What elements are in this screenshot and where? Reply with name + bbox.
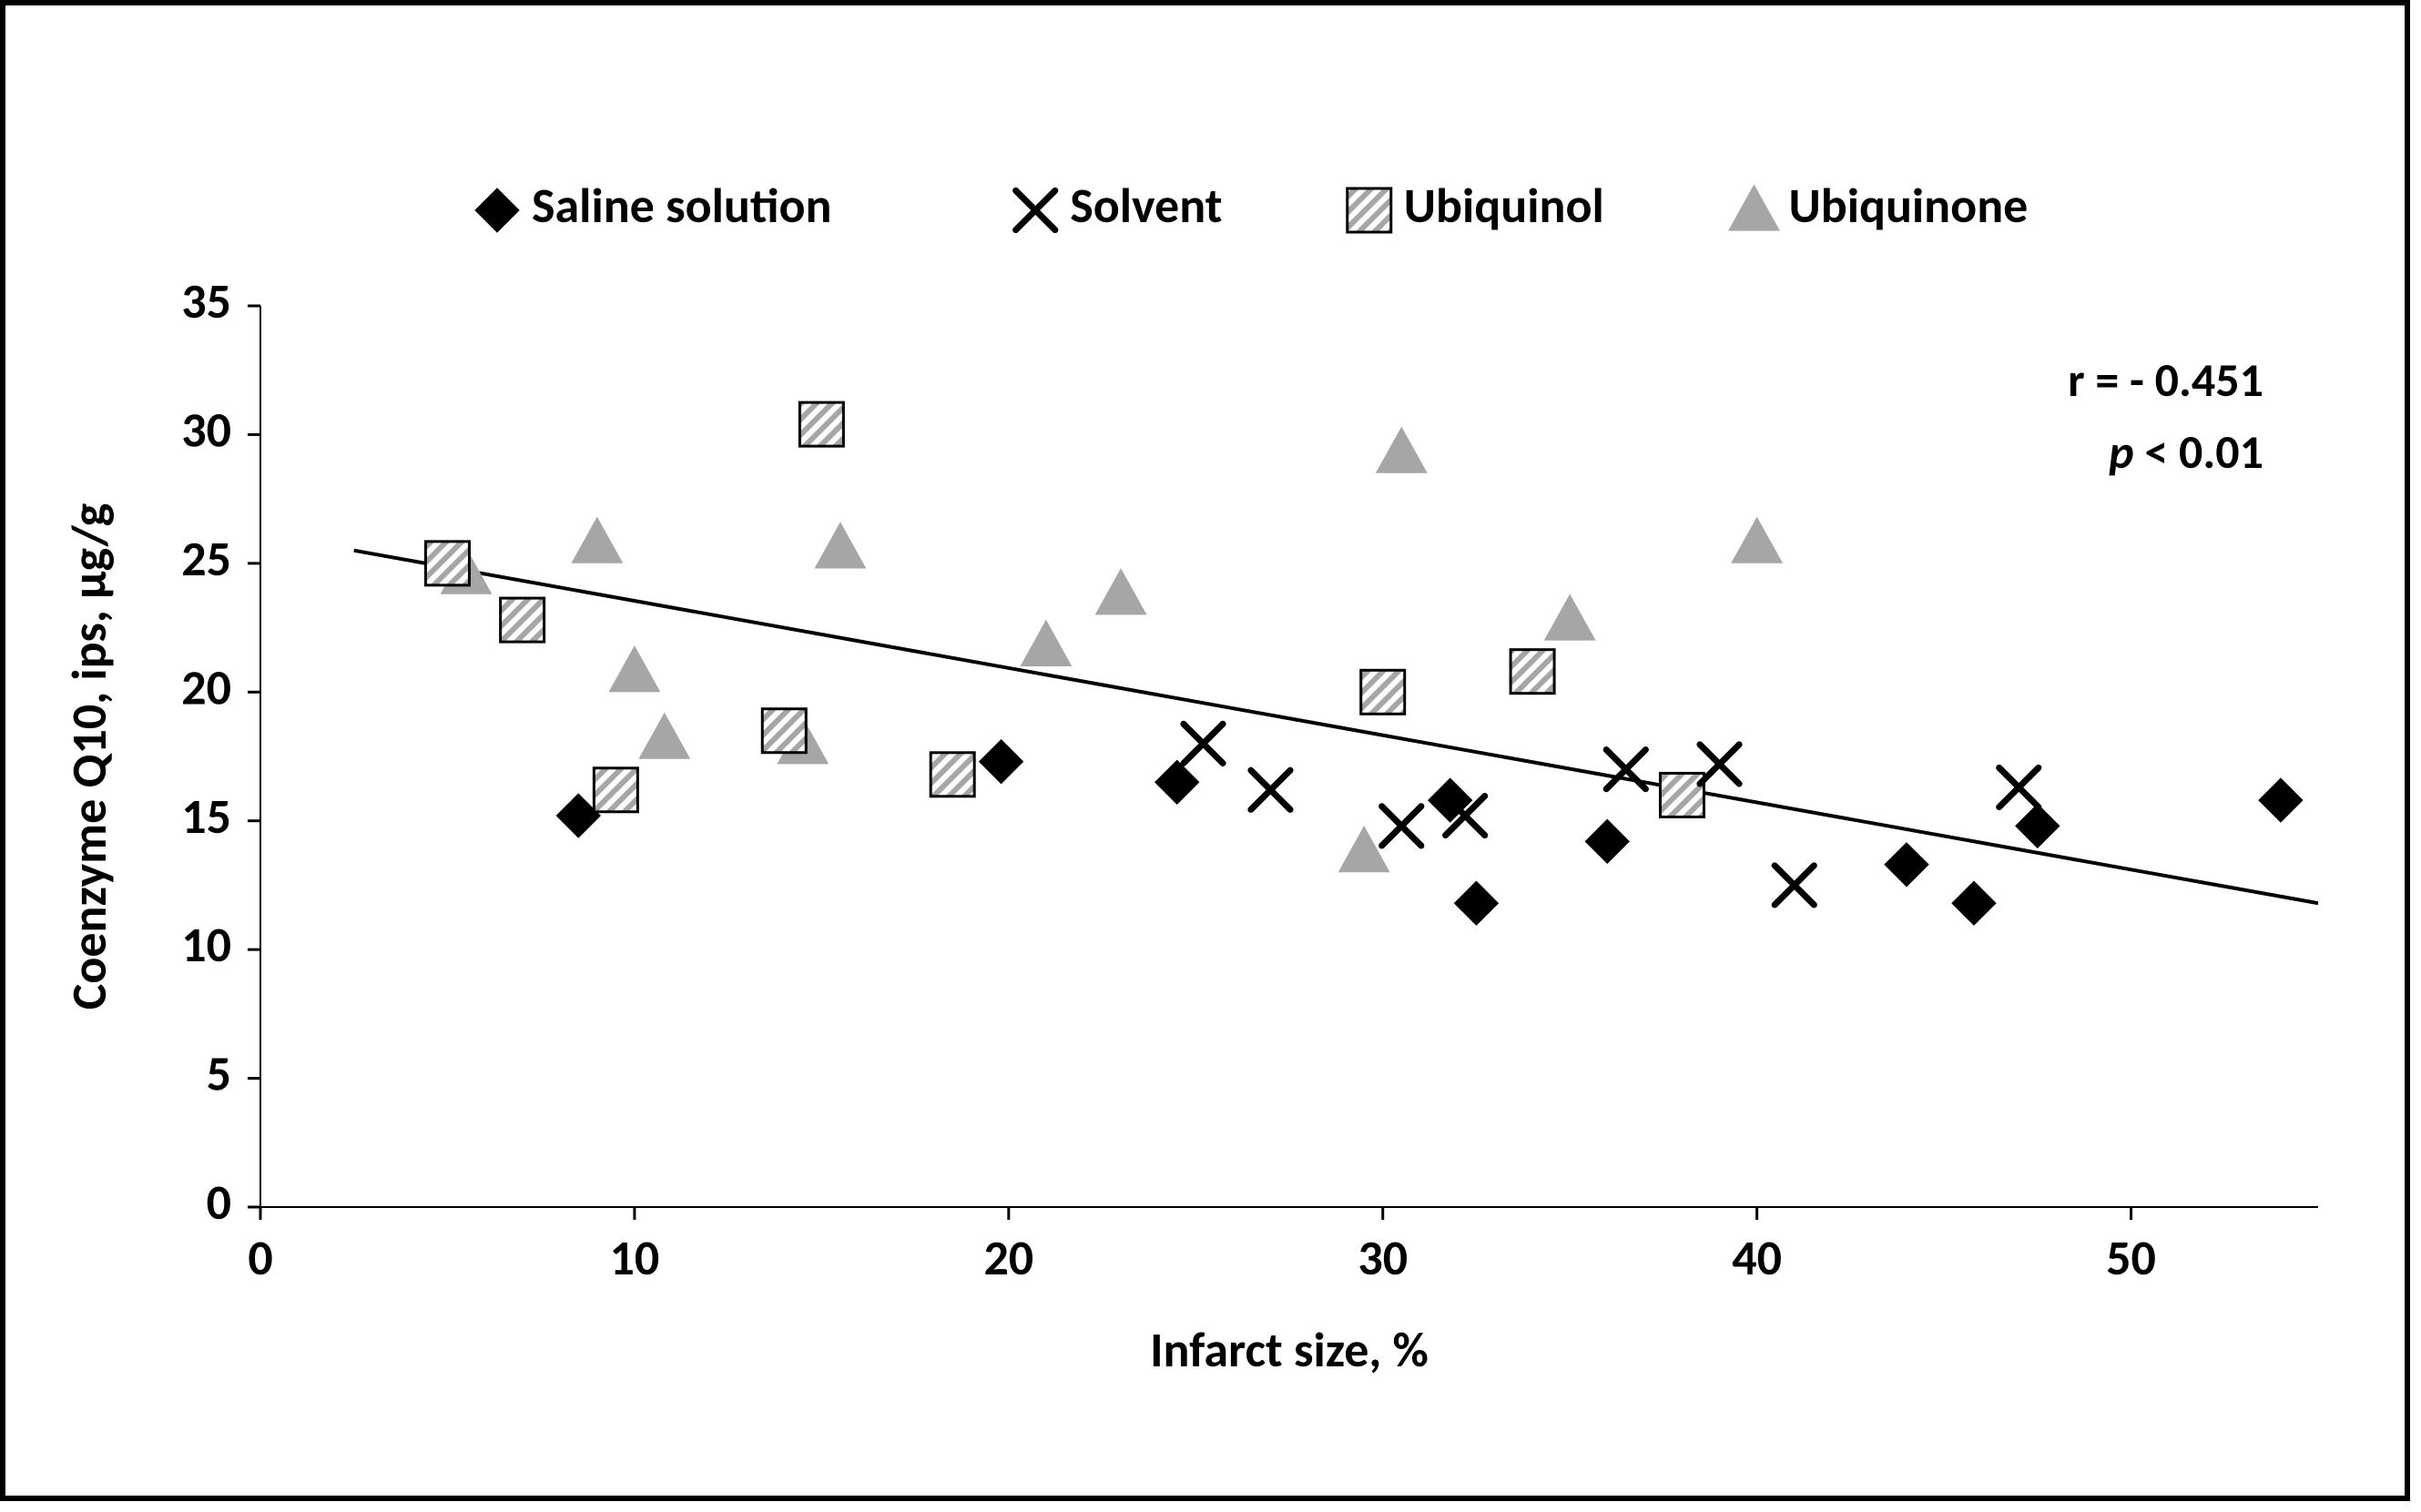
y-tick-label: 5 bbox=[207, 1044, 231, 1104]
data-point bbox=[1732, 518, 1782, 563]
data-point bbox=[572, 518, 622, 563]
data-point bbox=[639, 714, 689, 759]
data-point bbox=[475, 188, 519, 232]
legend-label: Ubiquinol bbox=[1404, 176, 1604, 236]
chart-outer-frame: 0 5 10 15 20 25 30 35 0 10 20 30 40 50 Infarct size, %… bbox=[0, 0, 2410, 1501]
data-point bbox=[1885, 843, 1928, 887]
data-point bbox=[799, 402, 843, 446]
data-point bbox=[425, 542, 469, 585]
data-point bbox=[1545, 594, 1595, 640]
x-tick-label: 0 bbox=[248, 1228, 272, 1288]
data-point bbox=[1729, 185, 1779, 230]
annotation-p: p < 0.01 bbox=[2109, 422, 2263, 481]
y-tick-label: 20 bbox=[181, 657, 231, 717]
data-point bbox=[2259, 778, 2303, 822]
scatter-chart: 0 5 10 15 20 25 30 35 0 10 20 30 40 50 Infarct size, %… bbox=[5, 5, 2416, 1507]
x-tick-label: 20 bbox=[983, 1228, 1033, 1288]
x-tick-label: 30 bbox=[1358, 1228, 1408, 1288]
data-point bbox=[762, 709, 806, 753]
y-axis-label: Coenzyme Q10, ips, µg/g bbox=[59, 502, 119, 1010]
data-point bbox=[2016, 804, 2060, 847]
data-point bbox=[815, 523, 865, 568]
data-point bbox=[1021, 621, 1071, 666]
x-tick-label: 50 bbox=[2106, 1228, 2156, 1288]
y-tick-label: 0 bbox=[207, 1172, 231, 1233]
x-axis-label: Infarct size, % bbox=[1150, 1320, 1429, 1380]
data-point bbox=[1952, 881, 1996, 925]
y-tick-label: 25 bbox=[181, 529, 231, 589]
data-point bbox=[1454, 881, 1498, 925]
data-point bbox=[609, 646, 659, 692]
y-tick-label: 35 bbox=[181, 271, 231, 331]
regression-line bbox=[354, 551, 2318, 904]
y-tick-label: 15 bbox=[181, 786, 231, 847]
data-point bbox=[980, 740, 1023, 784]
data-point bbox=[1585, 819, 1629, 863]
data-point bbox=[501, 598, 544, 642]
data-point bbox=[1511, 650, 1554, 694]
data-point bbox=[1339, 827, 1389, 872]
data-point bbox=[1377, 428, 1427, 473]
annotation-r: r = - 0.451 bbox=[2068, 350, 2263, 409]
x-tick-label: 10 bbox=[610, 1228, 660, 1288]
legend-label: Solvent bbox=[1070, 176, 1222, 236]
data-point bbox=[1155, 760, 1199, 804]
legend-label: Saline solution bbox=[532, 176, 832, 236]
y-tick-label: 30 bbox=[181, 401, 231, 461]
x-tick-label: 40 bbox=[1732, 1228, 1782, 1288]
data-point bbox=[1348, 188, 1391, 232]
y-tick-label: 10 bbox=[181, 915, 231, 975]
data-point bbox=[931, 753, 974, 797]
data-point bbox=[1095, 569, 1145, 614]
data-point bbox=[1660, 773, 1704, 817]
legend-label: Ubiquinone bbox=[1788, 176, 2028, 236]
data-point bbox=[594, 768, 637, 812]
data-point bbox=[1361, 670, 1405, 714]
